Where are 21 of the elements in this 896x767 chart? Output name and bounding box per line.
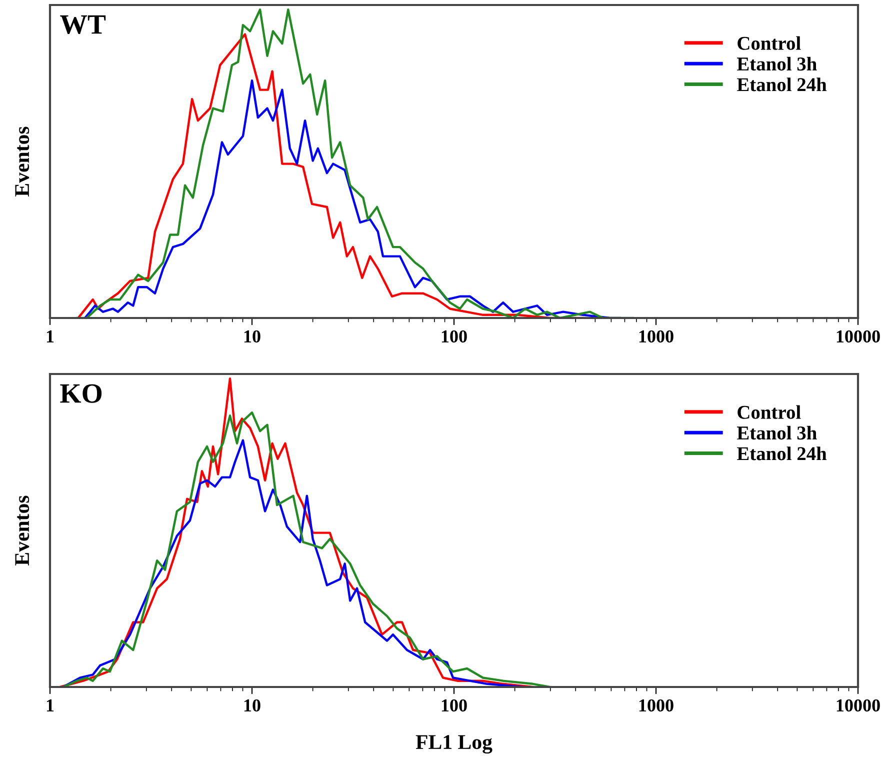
x-tick-label: 1	[46, 330, 54, 342]
y-axis-title: Eventos	[15, 496, 30, 566]
x-tick-label: 10000	[836, 330, 880, 343]
x-tick-label: 1000	[639, 330, 674, 343]
x-tick-label: 10	[244, 699, 260, 712]
chart-title: KO	[60, 384, 102, 403]
x-tick-label: 100	[442, 699, 467, 712]
y-axis-title: Eventos	[15, 126, 30, 196]
legend-label: Control	[738, 36, 801, 50]
x-tick-label: 1	[46, 699, 54, 712]
x-axis-title: FL1 Log	[416, 735, 492, 754]
legend-label: Etanol 24h	[737, 446, 827, 460]
x-tick-label: 1000	[639, 699, 674, 712]
x-tick-label: 10	[244, 330, 260, 343]
legend-label: Etanol 24h	[737, 78, 827, 92]
legend-label: Etanol 3h	[737, 56, 817, 71]
x-tick-label: 10000	[836, 699, 880, 712]
legend-label: Control	[738, 405, 801, 419]
x-tick-label: 100	[442, 330, 467, 343]
legend-label: Etanol 3h	[737, 426, 817, 440]
chart-title: WT	[60, 15, 106, 34]
